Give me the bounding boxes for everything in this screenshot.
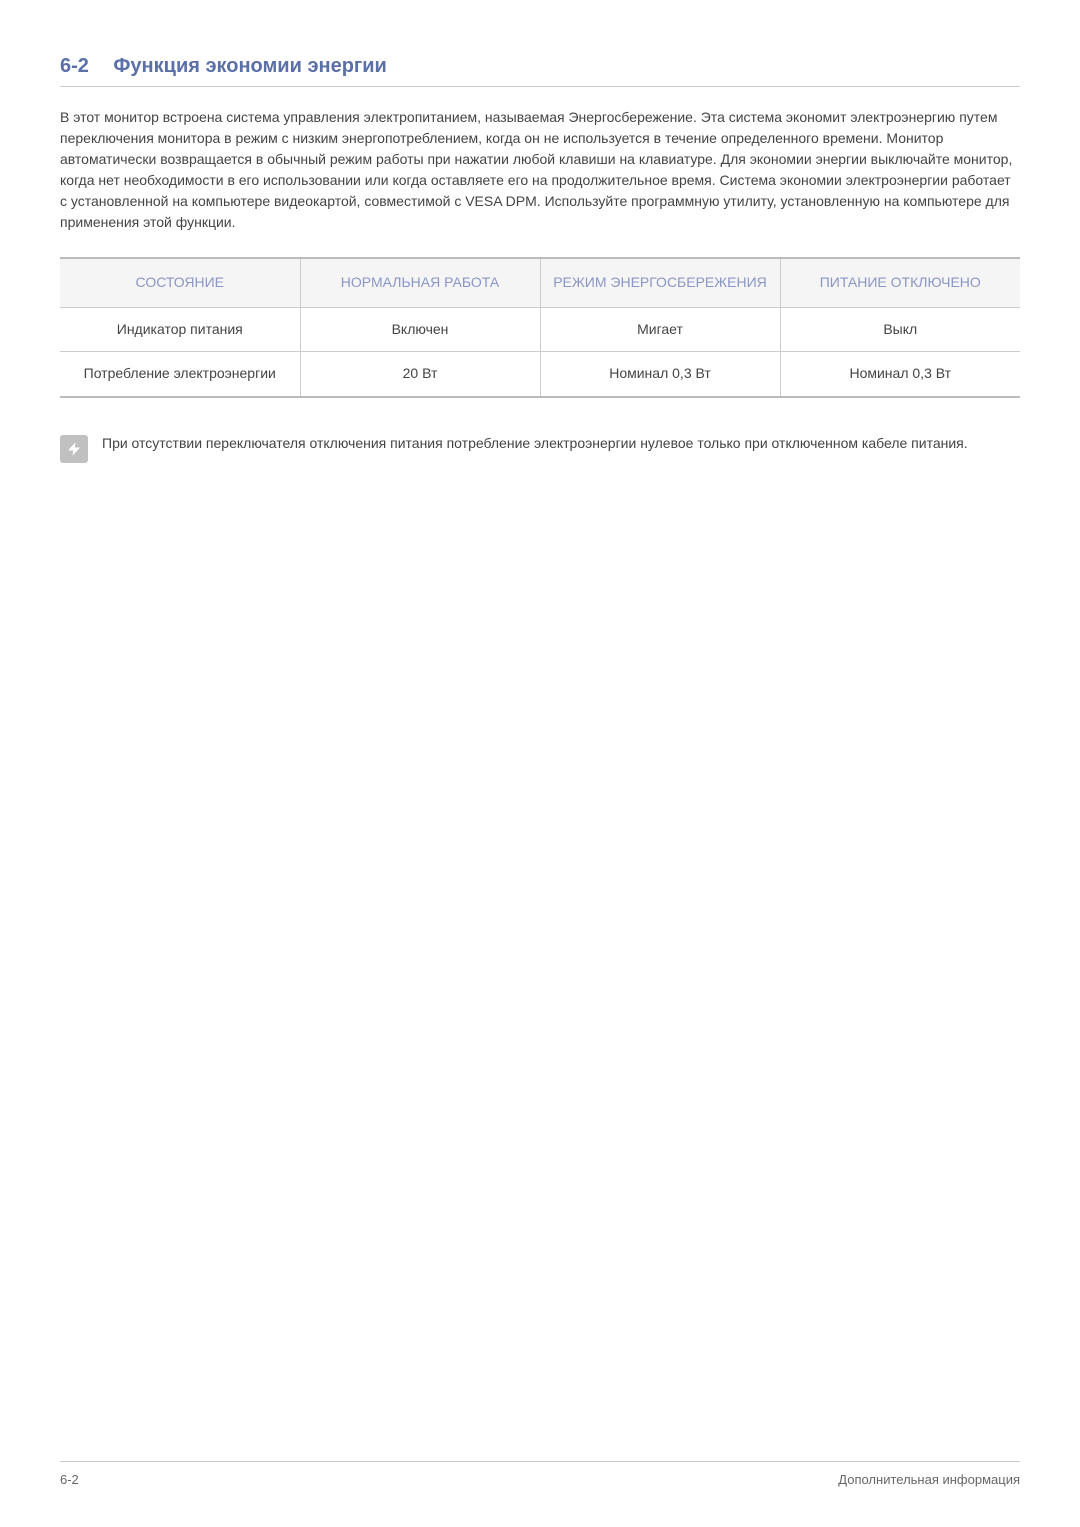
- body-paragraph: В этот монитор встроена система управлен…: [60, 107, 1020, 233]
- note-icon: [60, 435, 88, 463]
- table-header-cell: СОСТОЯНИЕ: [60, 258, 300, 307]
- table-cell: Номинал 0,3 Вт: [540, 352, 780, 397]
- section-header: 6-2 Функция экономии энергии: [60, 55, 1020, 87]
- table-cell: Потребление электроэнергии: [60, 352, 300, 397]
- table-row: Индикатор питания Включен Мигает Выкл: [60, 307, 1020, 352]
- table-header-cell: ПИТАНИЕ ОТКЛЮЧЕНО: [780, 258, 1020, 307]
- note-text: При отсутствии переключателя отключения …: [102, 433, 968, 454]
- footer-right: Дополнительная информация: [838, 1472, 1020, 1487]
- table-row: Потребление электроэнергии 20 Вт Номинал…: [60, 352, 1020, 397]
- table-cell: Включен: [300, 307, 540, 352]
- table-cell: Мигает: [540, 307, 780, 352]
- table-cell: 20 Вт: [300, 352, 540, 397]
- section-title: Функция экономии энергии: [113, 55, 386, 78]
- section-number: 6-2: [60, 55, 89, 78]
- table-cell: Номинал 0,3 Вт: [780, 352, 1020, 397]
- page-footer: 6-2 Дополнительная информация: [60, 1461, 1020, 1487]
- power-saving-table: СОСТОЯНИЕ НОРМАЛЬНАЯ РАБОТА РЕЖИМ ЭНЕРГО…: [60, 257, 1020, 398]
- table-header-row: СОСТОЯНИЕ НОРМАЛЬНАЯ РАБОТА РЕЖИМ ЭНЕРГО…: [60, 258, 1020, 307]
- footer-left: 6-2: [60, 1472, 79, 1487]
- table-header-cell: НОРМАЛЬНАЯ РАБОТА: [300, 258, 540, 307]
- table-header-cell: РЕЖИМ ЭНЕРГОСБЕРЕЖЕНИЯ: [540, 258, 780, 307]
- table-cell: Индикатор питания: [60, 307, 300, 352]
- table-cell: Выкл: [780, 307, 1020, 352]
- note-block: При отсутствии переключателя отключения …: [60, 433, 1020, 463]
